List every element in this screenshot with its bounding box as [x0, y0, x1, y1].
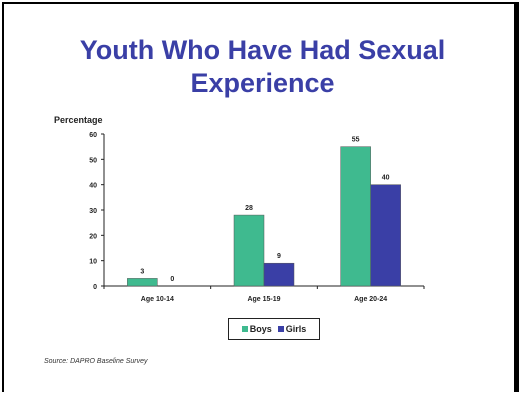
data-label-girls: 0	[170, 276, 174, 283]
title-line-1: Youth Who Have Had Sexual	[79, 35, 446, 65]
bar-boys	[127, 278, 158, 287]
y-tick-label: 10	[89, 259, 97, 266]
legend-label-boys: Boys	[249, 324, 272, 334]
title-line-2: Experience	[190, 68, 335, 98]
x-tick-label: Age 15-19	[247, 296, 280, 303]
bar-boys	[233, 214, 265, 287]
y-tick-label: 20	[89, 233, 97, 240]
y-tick-label: 30	[89, 208, 97, 215]
y-tick-label: 0	[93, 284, 97, 291]
data-label-boys: 55	[352, 137, 360, 144]
data-label-boys: 28	[245, 205, 253, 212]
legend-swatch-girls	[277, 326, 284, 332]
bar-boys	[340, 146, 371, 287]
chart-legend: Boys Girls	[228, 318, 320, 340]
source-note: Source: DAPRO Baseline Survey	[44, 358, 148, 365]
y-tick-label: 50	[89, 157, 97, 164]
legend-item-girls: Girls	[277, 324, 307, 334]
y-axis-label: Percentage	[54, 115, 103, 125]
data-label-boys: 3	[140, 268, 144, 275]
legend-label-girls: Girls	[285, 324, 307, 334]
slide-title: Youth Who Have Had Sexual Experience	[4, 34, 521, 100]
slide: Youth Who Have Had Sexual Experience Per…	[2, 2, 519, 392]
data-label-girls: 9	[277, 253, 281, 260]
x-tick-label: Age 10-14	[141, 296, 174, 303]
data-label-girls: 40	[382, 175, 390, 182]
legend-item-boys: Boys	[241, 324, 272, 334]
bar-girls	[263, 262, 295, 287]
legend-swatch-boys	[241, 326, 248, 332]
y-tick-label: 40	[89, 183, 97, 190]
x-tick-label: Age 20-24	[354, 296, 387, 303]
bar-girls	[370, 184, 401, 287]
y-tick-label: 60	[89, 132, 97, 139]
